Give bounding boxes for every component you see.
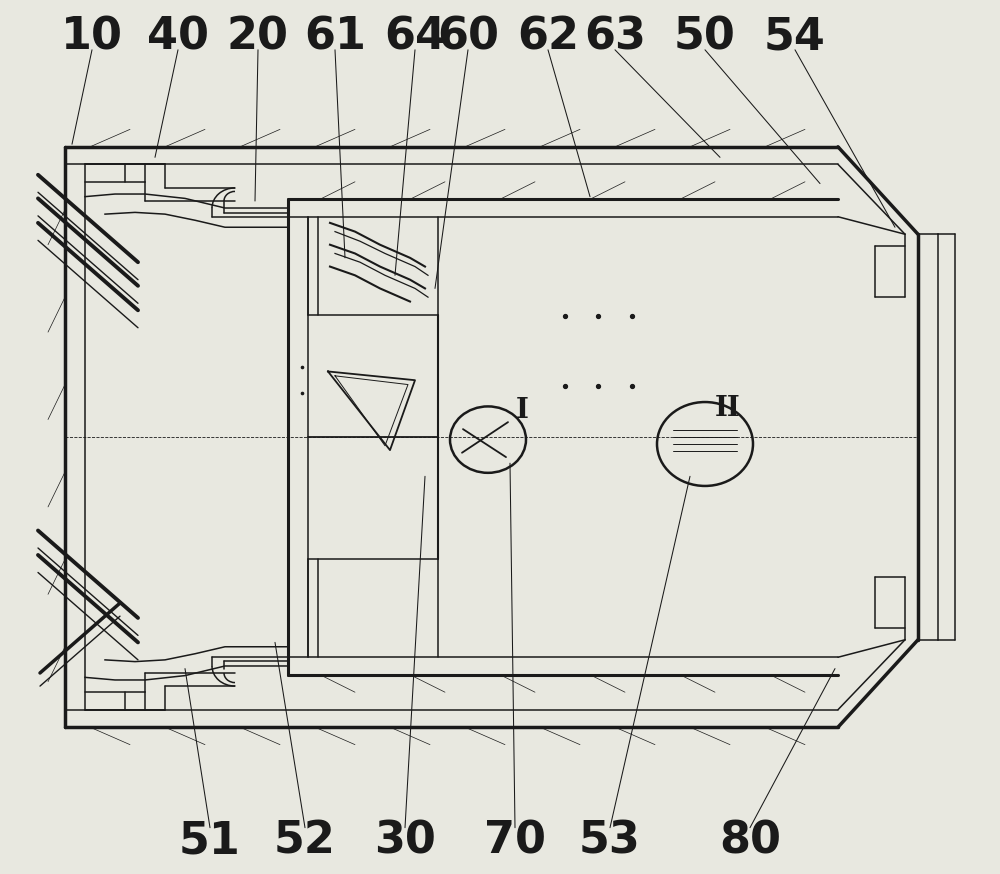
Text: 60: 60 <box>437 15 499 59</box>
Text: 80: 80 <box>719 819 781 863</box>
Text: 64: 64 <box>384 15 446 59</box>
Text: 62: 62 <box>517 15 579 59</box>
Text: 50: 50 <box>674 15 736 59</box>
Text: 52: 52 <box>274 819 336 863</box>
Text: II: II <box>715 395 741 422</box>
Text: I: I <box>516 397 529 424</box>
Text: 40: 40 <box>147 15 209 59</box>
Text: 51: 51 <box>179 819 241 863</box>
Text: 70: 70 <box>484 819 546 863</box>
Text: 61: 61 <box>304 15 366 59</box>
Text: 30: 30 <box>374 819 436 863</box>
Text: 54: 54 <box>764 15 826 59</box>
Text: 53: 53 <box>579 819 641 863</box>
Text: 63: 63 <box>584 15 646 59</box>
Text: 20: 20 <box>227 15 289 59</box>
Text: 10: 10 <box>61 15 123 59</box>
